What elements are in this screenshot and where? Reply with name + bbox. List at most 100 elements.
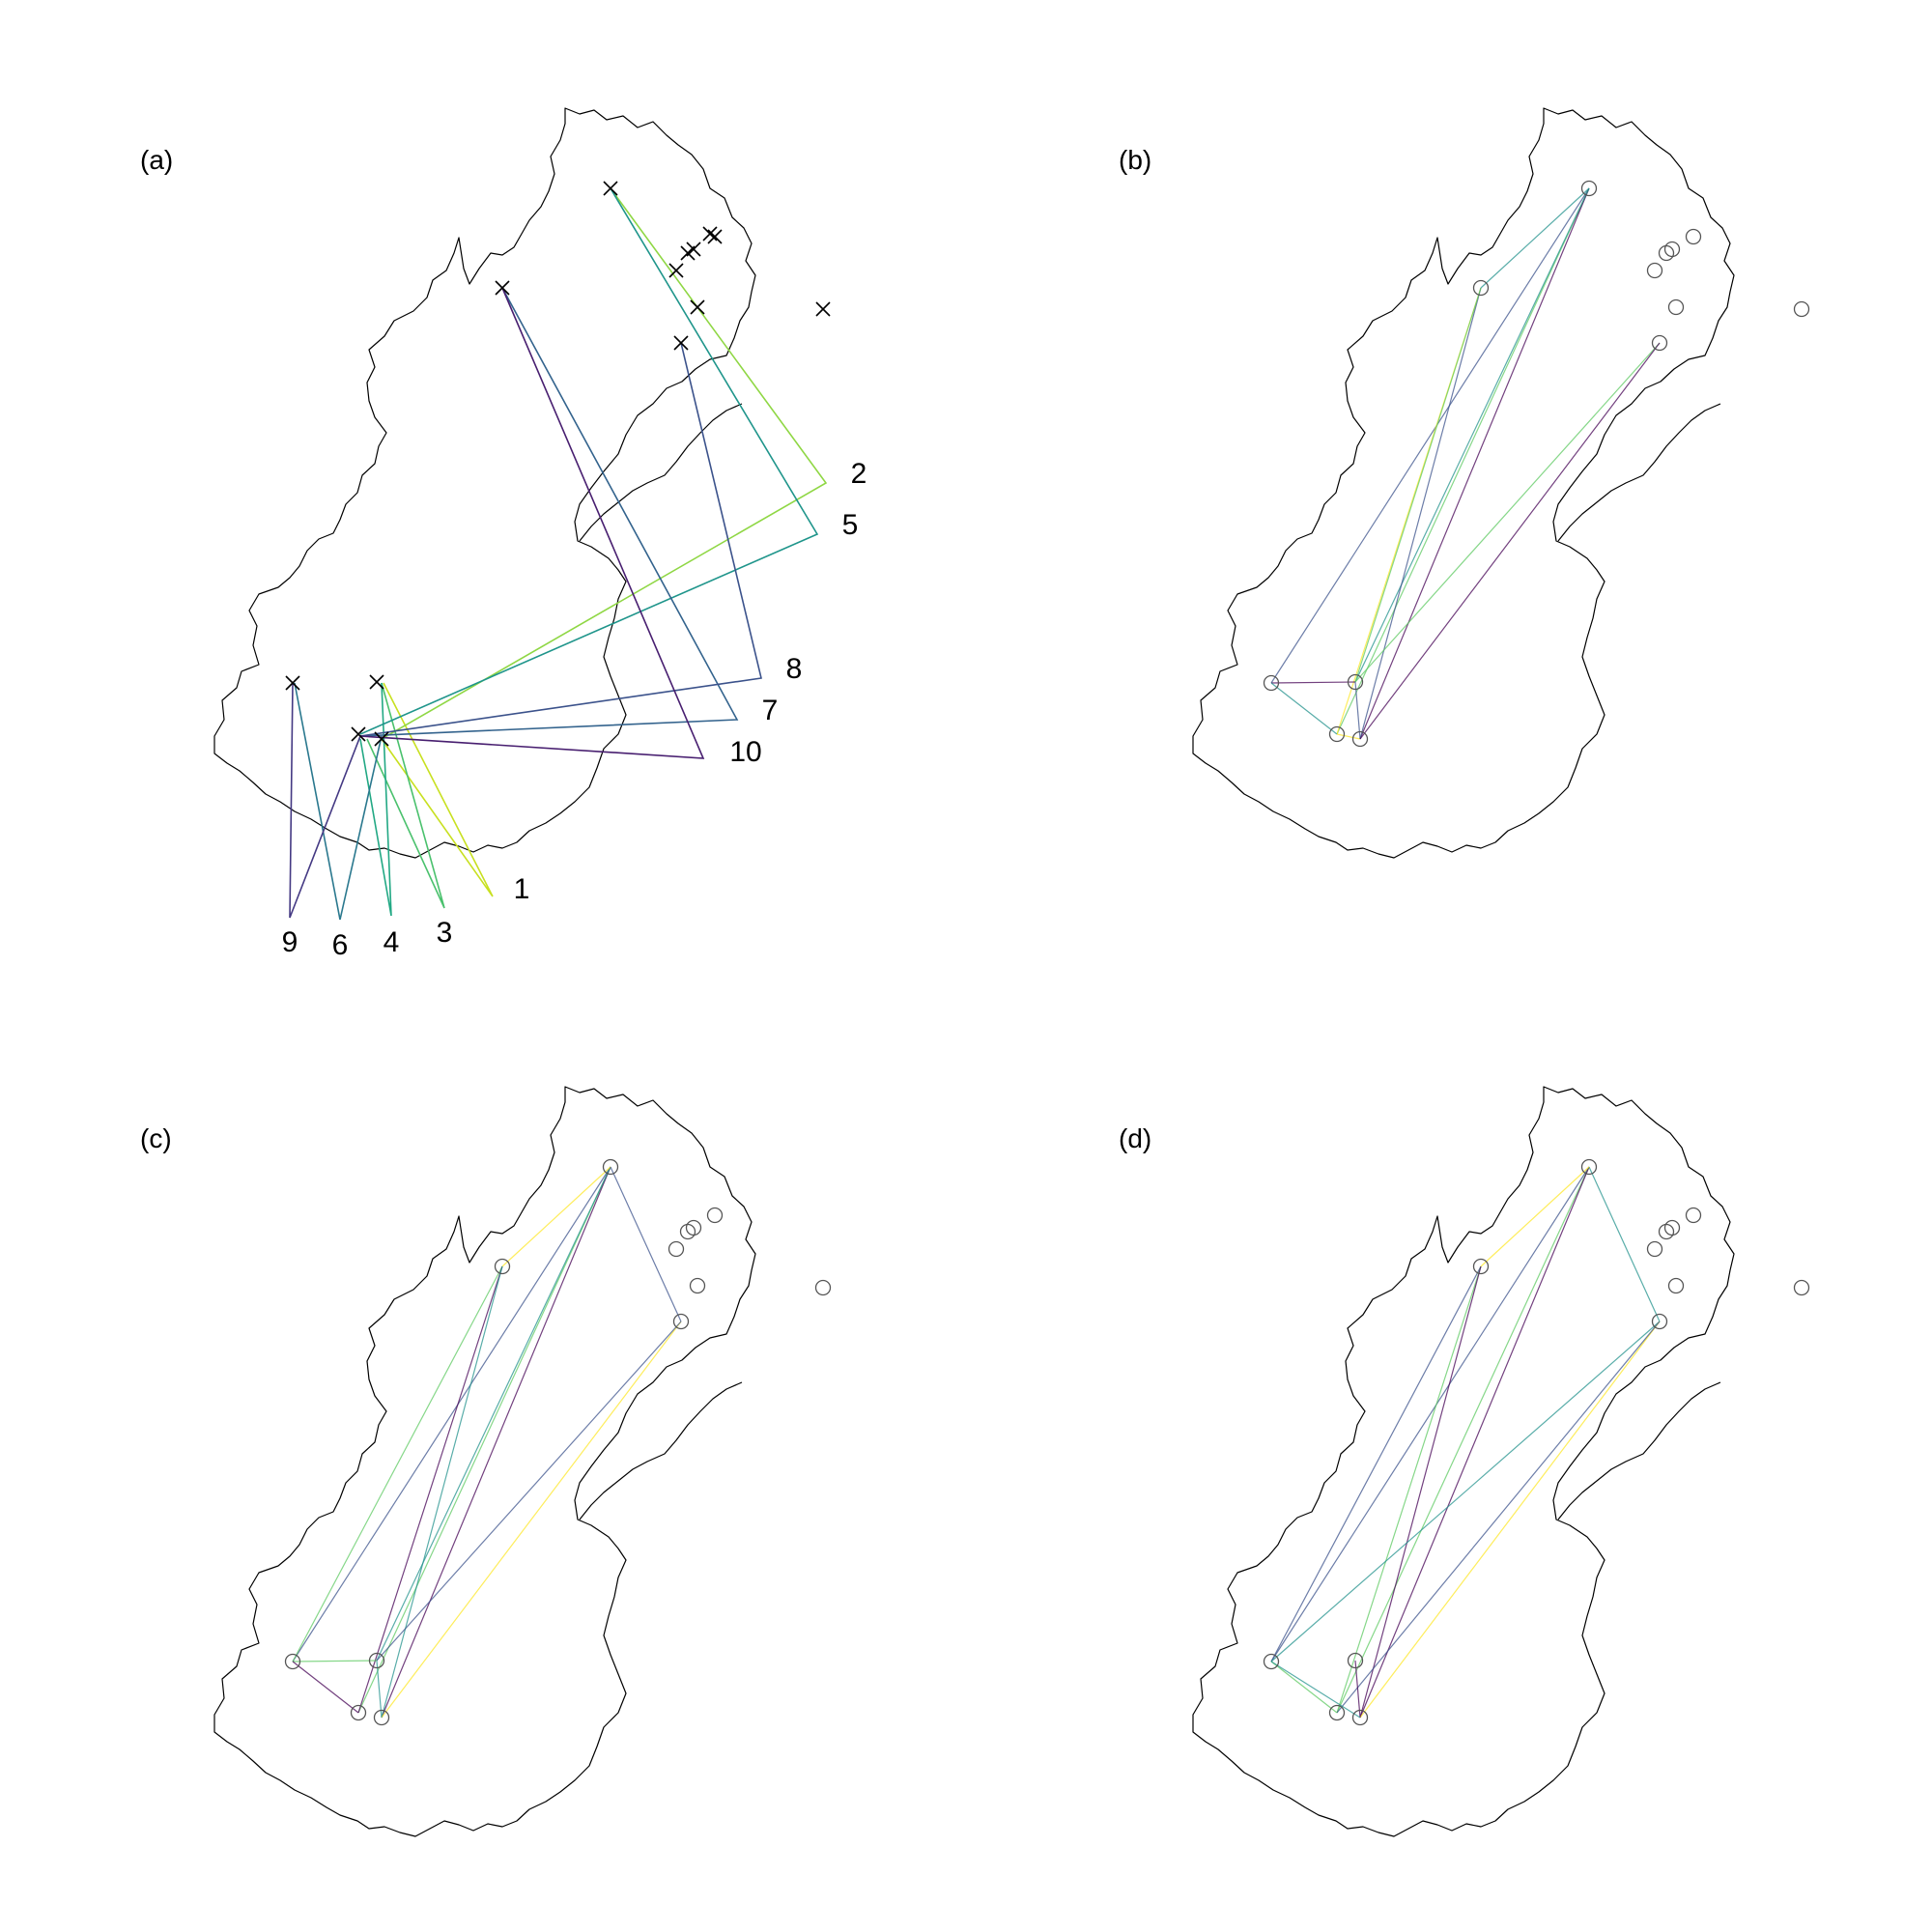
connection-line [357,1166,611,1714]
route-line-1 [381,682,494,897]
connection-line [1359,1265,1482,1719]
circle-marker [1580,1158,1598,1176]
cross-marker [690,299,705,315]
connection-line [1359,187,1590,740]
circle-marker [1667,1277,1685,1294]
circle-marker [1685,228,1702,245]
route-label-7: 7 [762,695,779,726]
route-line-7 [359,287,739,737]
cross-marker [673,335,689,351]
connection-line [1336,1321,1661,1714]
circle-marker [1793,300,1810,318]
connection-line [1354,187,1590,683]
connection-line [376,1660,383,1719]
circle-marker [1472,1258,1490,1275]
connection-line [1359,342,1661,740]
connection-line [1354,342,1661,683]
connection-line [1336,187,1590,735]
connection-line [1270,1661,1338,1714]
panel-label-d: (d) [1119,1123,1151,1153]
connection-line [1480,1166,1590,1267]
circle-marker [1793,1279,1810,1296]
location-markers-b [1263,180,1810,748]
panel-label-b: (b) [1119,145,1151,175]
location-markers-d [1263,1158,1810,1726]
circle-marker [1263,1653,1280,1670]
location-markers-a [285,181,831,747]
cross-marker [369,674,384,690]
connection-line [1359,1321,1661,1719]
circle-marker [672,1313,690,1330]
circle-marker [706,1207,724,1224]
route-label-5: 5 [842,509,859,541]
connection-line [501,1166,611,1267]
connection-line [1354,681,1361,740]
route-label-3: 3 [437,917,453,949]
connection-line [1270,681,1356,684]
circle-marker [685,1219,702,1236]
connection-line [292,1660,378,1662]
connection-line [1480,187,1590,289]
connection-line [1270,1661,1361,1719]
panel-label-c: (c) [140,1123,172,1153]
connection-line [1270,1265,1482,1662]
connection-line [610,1166,682,1322]
connection-line [376,1321,682,1662]
circle-marker [1646,1240,1663,1258]
route-label-9: 9 [282,926,298,958]
circle-marker [368,1652,385,1669]
connection-line [1354,1660,1361,1719]
circle-marker [1263,674,1280,692]
circle-marker [1663,1219,1681,1236]
connection-line [1336,1265,1482,1714]
circle-marker [284,1653,301,1670]
route-line-5 [359,187,819,735]
route-lines-b [1270,187,1661,740]
circle-marker [1651,334,1668,352]
route-lines-a [289,187,828,921]
route-label-8: 8 [786,653,803,685]
circle-marker [1347,1652,1364,1669]
connection-line [1270,1321,1661,1662]
circle-marker [1667,298,1685,316]
connection-line [381,1166,611,1719]
route-line-8 [359,342,762,737]
route-label-1: 1 [514,873,530,905]
circle-marker [1472,279,1490,297]
connection-line [376,1166,611,1662]
region-outline-a [213,107,756,859]
region-outline-c [213,1086,756,1837]
panel-a: (a) 1 2 3 4 5 6 78 9 10 [140,107,867,961]
cross-marker [702,226,718,242]
connection-line [1359,287,1482,740]
panel-d: (d) [1119,1086,1810,1837]
cross-marker [495,280,510,296]
circle-marker [1351,1709,1369,1726]
connection-line [381,1265,503,1719]
circle-marker [814,1279,832,1296]
route-labels-a: 1 2 3 4 5 6 78 9 10 [282,458,867,961]
circle-marker [689,1277,706,1294]
circle-marker [1328,1704,1346,1721]
route-label-4: 4 [384,926,400,958]
circle-marker [373,1709,390,1726]
circle-marker [602,1158,619,1176]
connection-line [1270,682,1338,735]
route-line-9 [289,682,361,919]
location-markers-c [284,1158,832,1726]
circle-marker [1685,1207,1702,1224]
panel-label-a: (a) [140,145,173,175]
connection-line [1359,1166,1590,1719]
connection-line [1336,1166,1590,1714]
route-line-6 [294,682,383,921]
route-line-3 [366,682,445,909]
route-label-10: 10 [729,736,761,768]
connection-line [1354,287,1482,683]
connection-line [1270,187,1590,684]
route-line-10 [359,287,705,759]
circle-marker [668,1240,685,1258]
route-label-2: 2 [851,458,867,490]
cross-marker [815,301,831,317]
cross-marker [686,242,701,257]
cross-marker [707,229,723,244]
